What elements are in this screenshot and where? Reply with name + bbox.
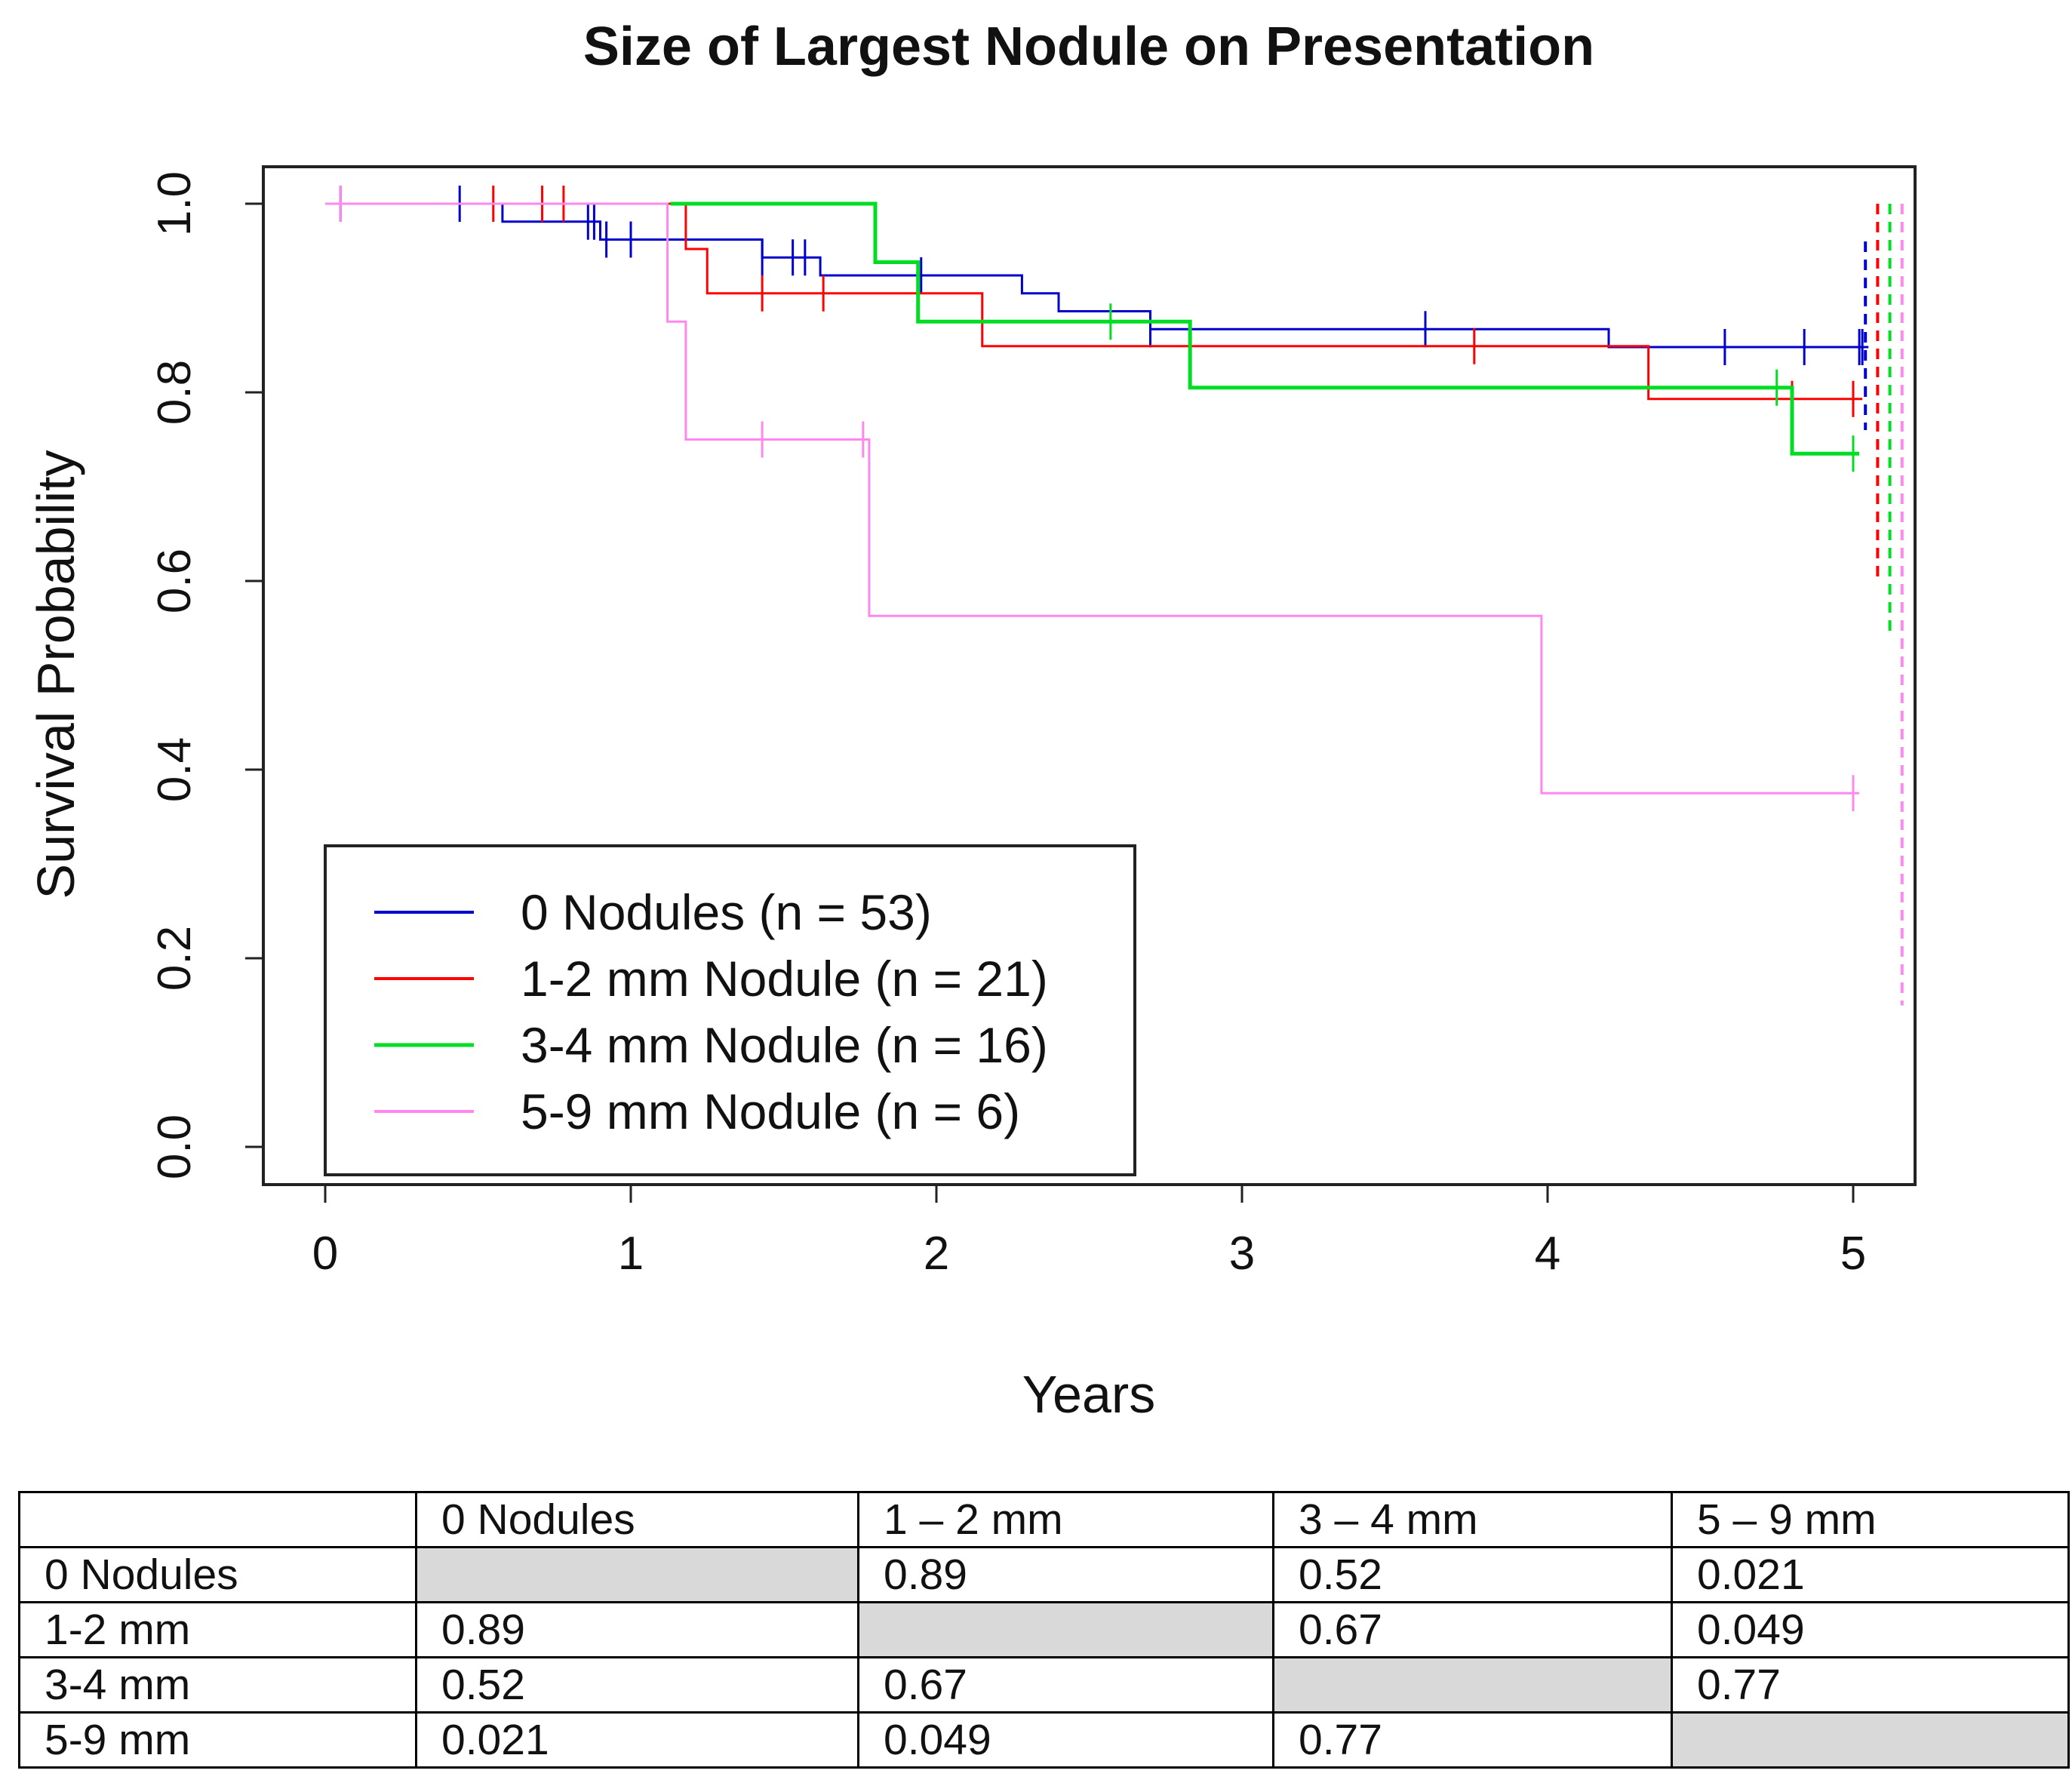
pvalue-cell: 0.67 — [857, 1656, 1274, 1714]
legend: 0 Nodules (n = 53) 1-2 mm Nodule (n = 21… — [324, 844, 1136, 1176]
legend-label-1-2mm: 1-2 mm Nodule (n = 21) — [521, 951, 1048, 1007]
pvalue-row: 0 Nodules 0.89 0.52 0.021 — [18, 1546, 2070, 1603]
pvalue-cell: 0.049 — [857, 1711, 1274, 1769]
series-1-2mm — [325, 186, 1880, 581]
chart-title: Size of Largest Nodule on Presentation — [583, 17, 1594, 77]
pvalue-diagonal-cell — [1671, 1711, 2070, 1769]
y-tick-label: 0.0 — [149, 1114, 201, 1179]
x-tick-label: 4 — [1535, 1228, 1560, 1280]
pvalue-col-header: 0 Nodules — [415, 1491, 859, 1548]
pvalue-row: 1-2 mm 0.89 0.67 0.049 — [18, 1601, 2070, 1658]
pvalue-row-header: 5-9 mm — [18, 1711, 417, 1769]
x-tick-label: 2 — [924, 1228, 949, 1280]
pvalue-row: 3-4 mm 0.52 0.67 0.77 — [18, 1656, 2070, 1714]
survival-curve-0-nodules — [325, 202, 1869, 349]
pvalue-row-header: 0 Nodules — [18, 1546, 417, 1603]
survival-curve-1-2mm — [325, 202, 1863, 401]
pvalue-cell: 0.77 — [1272, 1711, 1673, 1769]
x-tick-label: 1 — [618, 1228, 644, 1280]
y-tick-label: 1.0 — [149, 171, 201, 236]
series-layer — [325, 186, 1904, 1006]
survival-chart: Size of Largest Nodule on Presentation 0… — [26, 17, 1917, 1424]
pvalue-col-header: 1 – 2 mm — [857, 1491, 1274, 1548]
pvalue-row: 5-9 mm 0.021 0.049 0.77 — [18, 1711, 2070, 1769]
pvalue-diagonal-cell — [415, 1546, 859, 1603]
series-3-4mm — [670, 201, 1892, 638]
pvalue-header-row: 0 Nodules 1 – 2 mm 3 – 4 mm 5 – 9 mm — [18, 1491, 2070, 1548]
pvalue-cell: 0.89 — [857, 1546, 1274, 1603]
pvalue-cell: 0.52 — [415, 1656, 859, 1714]
pvalue-cell: 0.89 — [415, 1601, 859, 1658]
pvalue-col-header: 5 – 9 mm — [1671, 1491, 2070, 1548]
x-tick-label: 0 — [312, 1228, 338, 1280]
legend-label-3-4mm: 3-4 mm Nodule (n = 16) — [521, 1017, 1048, 1073]
pvalue-diagonal-cell — [857, 1601, 1274, 1658]
pvalue-cell: 0.021 — [1671, 1546, 2070, 1603]
legend-label-0-nodules: 0 Nodules (n = 53) — [521, 884, 932, 940]
pvalue-cell: 0.77 — [1671, 1656, 2070, 1714]
series-0-nodules — [325, 186, 1869, 430]
pvalue-cell: 0.021 — [415, 1711, 859, 1769]
axes-layer: 0 1 2 3 4 5 0.0 0.2 0.4 0.6 0.8 1.0 — [149, 171, 1866, 1280]
survival-curve-5-9mm — [325, 202, 1860, 795]
pvalue-corner-cell — [18, 1491, 417, 1548]
pvalue-table: 0 Nodules 1 – 2 mm 3 – 4 mm 5 – 9 mm 0 N… — [18, 1491, 2070, 1769]
survival-curve-3-4mm — [670, 201, 1860, 456]
series-5-9mm — [325, 186, 1904, 1006]
pvalue-row-header: 1-2 mm — [18, 1601, 417, 1658]
x-tick-label: 5 — [1840, 1228, 1866, 1280]
legend-label-5-9mm: 5-9 mm Nodule (n = 6) — [521, 1083, 1020, 1139]
legend-box — [324, 844, 1136, 1176]
y-axis-label: Survival Probability — [26, 450, 85, 899]
pvalue-cell: 0.049 — [1671, 1601, 2070, 1658]
pvalue-cell: 0.52 — [1272, 1546, 1673, 1603]
y-tick-label: 0.8 — [149, 360, 201, 425]
x-tick-label: 3 — [1229, 1228, 1255, 1280]
y-tick-label: 0.6 — [149, 549, 201, 613]
y-tick-label: 0.2 — [149, 926, 201, 991]
y-tick-label: 0.4 — [149, 737, 201, 802]
x-axis-label: Years — [1022, 1365, 1155, 1424]
pvalue-col-header: 3 – 4 mm — [1272, 1491, 1673, 1548]
pvalue-diagonal-cell — [1272, 1656, 1673, 1714]
pvalue-cell: 0.67 — [1272, 1601, 1673, 1658]
pvalue-row-header: 3-4 mm — [18, 1656, 417, 1714]
